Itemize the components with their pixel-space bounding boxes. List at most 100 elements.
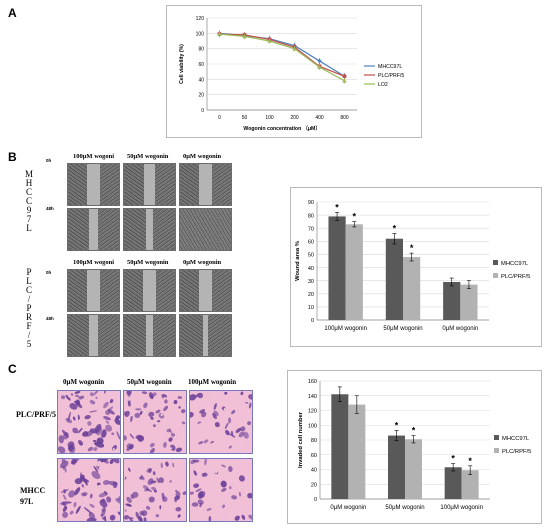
stained-cell (198, 441, 204, 445)
stained-cell (88, 512, 95, 520)
stained-cell (247, 492, 252, 499)
y-tick-label: 40 (311, 468, 317, 474)
x-tick-label: 100 (265, 115, 274, 121)
stained-cell (213, 403, 217, 410)
membrane-pore (170, 492, 173, 496)
stained-cell (193, 470, 197, 476)
stained-cell (203, 439, 209, 444)
stained-cell (182, 491, 186, 495)
stained-cell (103, 416, 111, 421)
y-tick-label: 80 (198, 47, 204, 53)
stained-cell (117, 511, 120, 516)
stained-cell (104, 490, 108, 496)
stained-cell (194, 393, 200, 398)
membrane-pore (147, 459, 150, 463)
stained-cell (62, 506, 68, 512)
stained-cell (238, 475, 245, 482)
significance-star: * (393, 223, 397, 233)
stained-cell (148, 496, 155, 503)
stained-cell (149, 442, 155, 448)
stained-cell (62, 511, 69, 518)
stained-cell (238, 491, 241, 497)
stained-cell (104, 391, 107, 394)
stained-cell (150, 416, 154, 420)
stained-cell (165, 461, 169, 467)
wound-image-plc-0-0h (179, 269, 232, 312)
y-tick-label: 80 (311, 438, 317, 444)
bar-plc-rpf-5 (405, 439, 422, 499)
membrane-pore (192, 509, 195, 513)
stained-cell (60, 460, 69, 469)
stained-cell (75, 394, 80, 398)
wound-image-plc-50-48h (123, 314, 176, 357)
mhcc-header-2: 50μM wogonin (127, 153, 169, 160)
significance-star: * (335, 202, 339, 212)
stained-cell (225, 429, 230, 436)
stained-cell (174, 499, 177, 503)
stained-cell (105, 424, 113, 432)
plc-header-3: 0μM wogonin (183, 259, 222, 266)
bar-mhcc97l (443, 281, 461, 320)
membrane-pore (155, 422, 158, 425)
stained-cell (228, 445, 232, 449)
stained-cell (230, 430, 234, 436)
y-tick-label: 0 (201, 108, 204, 114)
stained-cell (177, 514, 181, 518)
membrane-pore (148, 464, 151, 467)
stained-cell (152, 424, 156, 428)
stained-cell (74, 391, 81, 394)
y-tick-label: 40 (308, 266, 314, 272)
stained-cell (180, 409, 186, 414)
stained-cell (130, 414, 133, 423)
stained-cell (228, 417, 232, 424)
invasion-image-plc-50 (123, 390, 187, 454)
membrane-pore (84, 441, 87, 445)
stained-cell (105, 420, 110, 424)
stained-cell (107, 409, 115, 415)
legend-label: MHCC97L (502, 436, 530, 442)
stained-cell (126, 496, 132, 503)
stained-cell (61, 395, 66, 400)
wound-image-mhcc-0-48h (179, 208, 232, 251)
legend-swatch (494, 435, 499, 440)
time-0h-label-plc: 0h (46, 270, 52, 275)
stained-cell (107, 480, 118, 486)
stained-cell (221, 464, 226, 468)
y-tick-label: 60 (308, 240, 314, 246)
stained-cell (214, 421, 220, 428)
x-tick-label: 50 (242, 115, 248, 121)
time-0h-label-mhcc: 0h (46, 158, 52, 163)
wound-image-mhcc-50-0h (123, 163, 176, 206)
invasion-image-mhcc-100 (189, 458, 253, 522)
significance-star: * (395, 420, 399, 430)
membrane-pore (64, 406, 68, 409)
legend-label: PLC/PRF/5 (501, 274, 530, 280)
mhcc-letter: 9 (26, 205, 32, 215)
stained-cell (87, 446, 94, 452)
stained-cell (224, 422, 229, 429)
stained-cell (89, 400, 96, 405)
membrane-pore (245, 441, 248, 445)
membrane-pore (94, 485, 98, 489)
membrane-pore (174, 476, 178, 479)
y-tick-label: 60 (311, 453, 317, 459)
stained-cell (139, 410, 143, 415)
plc-header-1: 100μM wogoni (73, 259, 115, 266)
membrane-pore (238, 509, 241, 512)
stained-cell (70, 393, 74, 396)
y-tick-label: 40 (198, 77, 204, 83)
membrane-pore (234, 408, 238, 412)
membrane-pore (191, 449, 195, 452)
wound-area-chart: 0 10 20 30 40 50 60 70 80 90 Wound area % 100μM wog… (295, 200, 530, 332)
y-tick-label: 100 (196, 31, 205, 37)
stained-cell (72, 416, 76, 421)
stained-cell (139, 476, 143, 480)
stained-cell (146, 505, 151, 510)
membrane-background (124, 391, 186, 453)
stained-cell (89, 503, 95, 508)
membrane-pore (169, 447, 172, 450)
wound-image-mhcc-0-0h (179, 163, 232, 206)
membrane-pore (223, 407, 227, 411)
panel-b-label: B (8, 150, 17, 164)
